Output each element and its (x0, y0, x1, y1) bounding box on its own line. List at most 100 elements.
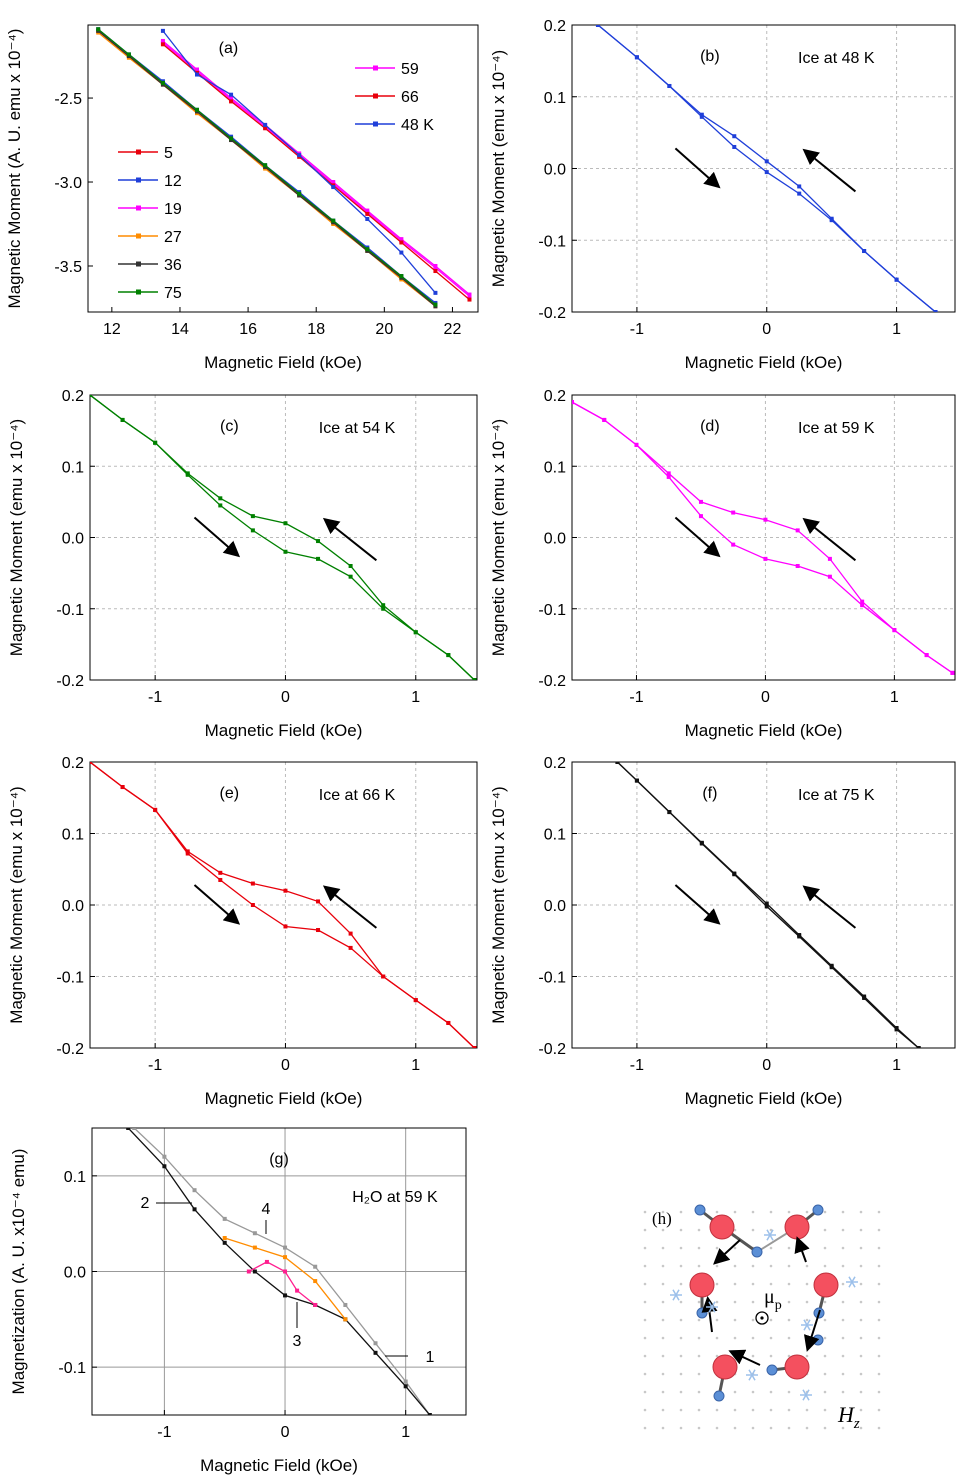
grid-dot (679, 1264, 683, 1268)
grid-dot (841, 1390, 845, 1394)
grid-dot (787, 1210, 791, 1214)
data-point (699, 112, 704, 117)
data-point (218, 877, 223, 882)
data-point (892, 628, 897, 633)
grid-dot (841, 1228, 845, 1232)
grid-dot (751, 1210, 755, 1214)
plot-frame (571, 394, 956, 681)
data-point (348, 564, 353, 568)
data-point (399, 240, 404, 245)
y-tick-label: -0.2 (538, 1041, 566, 1058)
data-point (795, 564, 800, 568)
data-point (924, 653, 929, 658)
data-point (764, 170, 769, 175)
data-point (185, 472, 190, 477)
y-axis-label: Magnetic Moment (emu x 10⁻⁴) (7, 419, 26, 656)
grid-dot (877, 1210, 881, 1214)
data-point (162, 1164, 167, 1169)
grid-dot (841, 1354, 845, 1358)
grid-dot (661, 1426, 665, 1430)
grid-dot (769, 1354, 773, 1358)
series-group (90, 395, 477, 680)
data-point (348, 945, 353, 950)
flake (672, 1289, 680, 1301)
data-point (634, 778, 639, 783)
y-tick-label: 0.1 (62, 459, 84, 476)
data-point (229, 99, 234, 104)
x-tick-label: -1 (148, 1057, 162, 1074)
data-point (331, 185, 336, 190)
grid-dot (859, 1228, 863, 1232)
data-point (297, 191, 302, 196)
x-tick-label: -1 (629, 689, 643, 706)
grid-dot (841, 1408, 845, 1412)
sweep-arrow (674, 884, 721, 925)
grid-dot (643, 1354, 647, 1358)
grid-dot (661, 1372, 665, 1376)
grid-dot (679, 1372, 683, 1376)
data-point (316, 556, 321, 561)
grid-dot (805, 1426, 809, 1430)
sweep-arrow (322, 517, 378, 562)
x-tick-label: 0 (281, 1424, 290, 1441)
y-tick-label: 0.1 (544, 459, 566, 476)
flake (803, 1319, 811, 1331)
grid-dot (769, 1210, 773, 1214)
y-axis-label: Magnetic Moment (A. U. emu x 10⁻⁴) (5, 29, 24, 309)
data-point (797, 191, 802, 196)
data-point (413, 998, 418, 1003)
grid-dot (733, 1426, 737, 1430)
plot-frame (87, 24, 479, 313)
grid-dot (643, 1336, 647, 1340)
oxygen (813, 1272, 839, 1298)
grid-dot (715, 1336, 719, 1340)
grid-dot (823, 1372, 827, 1376)
data-point (283, 1245, 288, 1250)
grid-dot (787, 1354, 791, 1358)
data-point (634, 442, 639, 447)
grid-dot (643, 1264, 647, 1268)
grid-dot (823, 1210, 827, 1214)
y-tick-label: -0.1 (538, 233, 566, 250)
grid-dot (823, 1246, 827, 1250)
grid-dot (823, 1390, 827, 1394)
data-point (373, 1341, 378, 1346)
data-point (250, 903, 255, 907)
y-tick-label: 0.1 (544, 827, 566, 844)
data-point (252, 1231, 257, 1236)
legend-label: 48 K (401, 117, 434, 134)
grid-dot (643, 1282, 647, 1286)
grid-dot (679, 1300, 683, 1304)
data-point (316, 928, 321, 933)
grid-dot (697, 1318, 701, 1322)
hydrogen (713, 1390, 725, 1402)
grid-dot (823, 1300, 827, 1304)
data-point (829, 965, 834, 970)
grid-dot (715, 1300, 719, 1304)
x-tick-label: 18 (307, 321, 325, 338)
grid-dot (877, 1228, 881, 1232)
grid-dot (679, 1408, 683, 1412)
legend-label: 59 (401, 61, 419, 78)
data-point (263, 126, 268, 131)
data-point (433, 302, 438, 307)
data-point (313, 1279, 318, 1284)
grid-dot (643, 1390, 647, 1394)
grid-dot (715, 1318, 719, 1322)
grid-dot (733, 1246, 737, 1250)
panel-annotation: Ice at 54 K (319, 420, 396, 437)
grid-dot (859, 1282, 863, 1286)
grid-dot (841, 1336, 845, 1340)
grid-dot (769, 1336, 773, 1340)
data-point (263, 163, 268, 168)
data-point (229, 136, 234, 141)
moment-label: μp (764, 1286, 782, 1313)
y-axis-label: Magnetic Moment (emu x 10⁻⁴) (7, 786, 26, 1023)
grid-dot (733, 1390, 737, 1394)
x-tick-label: 22 (444, 321, 462, 338)
grid-dot (697, 1426, 701, 1430)
data-point (222, 1236, 227, 1241)
grid-dot (841, 1318, 845, 1322)
data-point (192, 1188, 197, 1193)
data-point (373, 1350, 378, 1355)
